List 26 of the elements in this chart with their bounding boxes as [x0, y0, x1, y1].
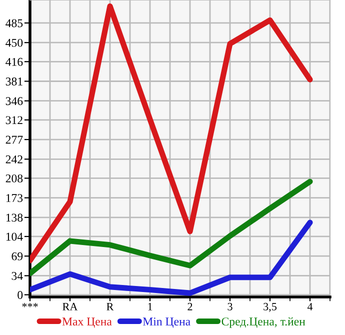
y-tick-label: 381 [6, 78, 22, 86]
y-tick-label: 277 [6, 136, 23, 144]
x-tick-label: 1 [148, 302, 152, 310]
legend-label: Сред.Цена, т.йен [222, 317, 306, 328]
y-tick-label: 346 [6, 97, 23, 106]
y-tick-label: 138 [6, 214, 23, 222]
y-tick-label: 416 [6, 58, 23, 66]
x-tick-label: 3 [228, 302, 232, 310]
x-tick-label: 3,5 [264, 302, 277, 312]
legend-label: Min Цена [142, 318, 190, 328]
x-tick-label: RA [62, 302, 78, 310]
y-tick-label: 34 [12, 272, 23, 280]
legend-label: Max Цена [62, 318, 112, 328]
y-tick-label: 312 [6, 116, 22, 124]
y-tick-label: 450 [6, 38, 23, 47]
y-tick-label: 69 [12, 252, 23, 260]
y-tick-label: 104 [6, 232, 23, 241]
x-tick-label: *** [22, 302, 38, 308]
x-tick-label: R [106, 302, 114, 310]
y-tick-label: 242 [6, 155, 22, 164]
x-tick-label: 4 [307, 302, 313, 310]
y-tick-label: 485 [6, 19, 23, 28]
y-tick-label: 173 [6, 194, 23, 202]
x-tick-label: 2 [188, 302, 192, 310]
y-tick-label: 208 [6, 174, 23, 182]
y-tick-label: 0 [18, 291, 23, 299]
